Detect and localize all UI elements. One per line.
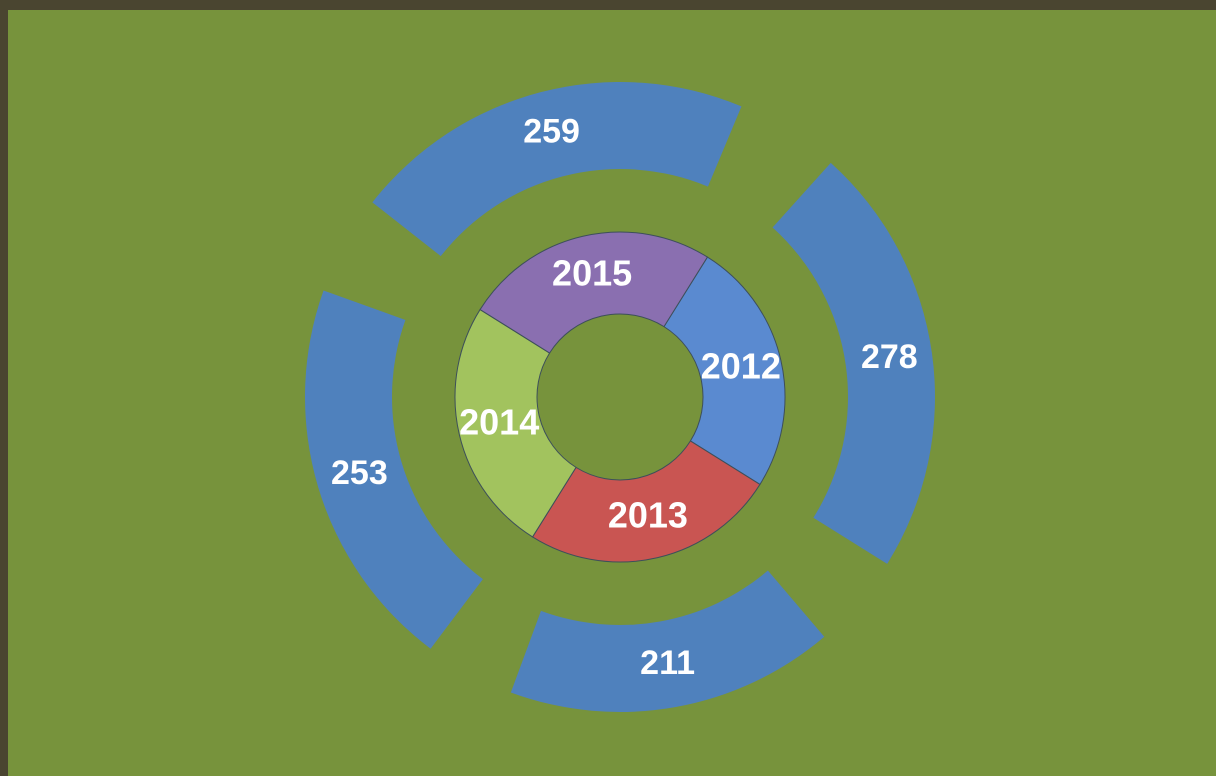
- category-label: 2014: [459, 401, 539, 442]
- value-label: 211: [640, 644, 695, 682]
- inner-segment: [454, 308, 577, 538]
- value-label: 253: [331, 454, 388, 492]
- outer-segment: [372, 82, 742, 257]
- category-label: 2015: [552, 253, 632, 294]
- inner-segment: [479, 231, 709, 354]
- inner-segment: [531, 440, 761, 563]
- category-label: 2012: [701, 346, 781, 387]
- inner-segment: [663, 256, 786, 486]
- value-label: 278: [861, 338, 918, 376]
- category-label: 2013: [608, 494, 688, 535]
- value-label: 259: [523, 113, 580, 151]
- outer-segment: [304, 290, 483, 649]
- outer-segment: [772, 162, 935, 564]
- outer-segment: [510, 570, 825, 712]
